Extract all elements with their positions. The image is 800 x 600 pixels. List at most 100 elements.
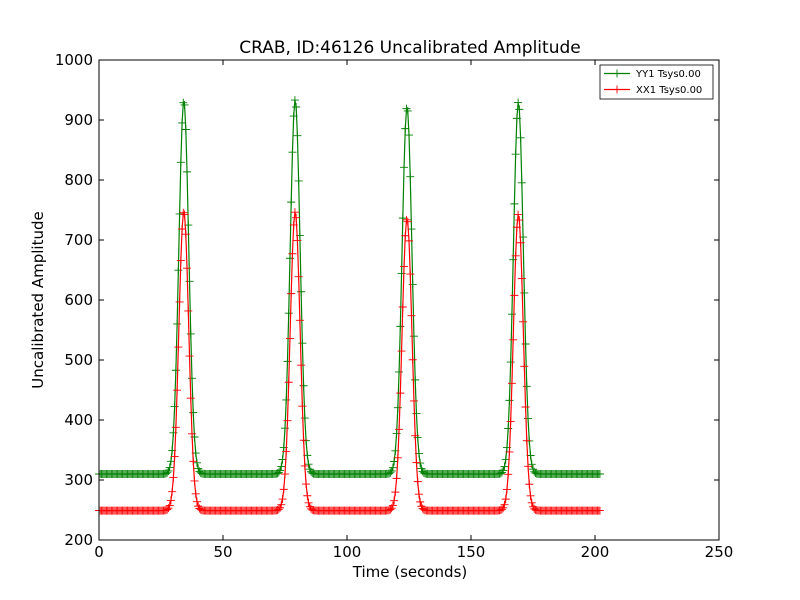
series-point bbox=[409, 332, 418, 341]
series-point bbox=[186, 329, 195, 338]
series-point bbox=[278, 455, 287, 464]
series-point bbox=[405, 131, 413, 140]
series-point bbox=[527, 460, 536, 469]
x-tick-label: 50 bbox=[213, 543, 232, 561]
series-point bbox=[411, 431, 420, 440]
series-point bbox=[517, 178, 526, 187]
series-point bbox=[395, 367, 404, 376]
x-tick-label: 150 bbox=[457, 543, 486, 561]
series-point bbox=[175, 209, 184, 218]
series-point bbox=[284, 309, 293, 318]
series-point bbox=[524, 462, 533, 471]
series-point bbox=[283, 416, 292, 425]
series-point bbox=[414, 490, 423, 499]
series-point bbox=[524, 414, 533, 423]
series-point bbox=[299, 381, 308, 390]
y-tick-label: 800 bbox=[64, 171, 93, 189]
y-tick-label: 300 bbox=[64, 471, 93, 489]
series-point bbox=[287, 198, 296, 207]
series-point bbox=[406, 270, 415, 279]
series-point bbox=[181, 125, 190, 134]
series-point bbox=[281, 470, 289, 479]
series-point bbox=[511, 150, 520, 159]
series-point bbox=[511, 251, 520, 260]
series-point bbox=[522, 382, 531, 391]
series-point bbox=[279, 485, 288, 494]
legend-entry: YY1 Tsys0.00 bbox=[604, 69, 701, 80]
series-point bbox=[277, 500, 286, 509]
series-point bbox=[165, 501, 174, 510]
series-point bbox=[277, 462, 286, 471]
series-point bbox=[401, 231, 410, 240]
series-point bbox=[298, 339, 307, 348]
series-point bbox=[183, 167, 192, 176]
series-point bbox=[403, 106, 412, 115]
series-point bbox=[184, 306, 193, 315]
series-point bbox=[387, 466, 396, 475]
series-point bbox=[165, 463, 174, 472]
series-point bbox=[283, 357, 292, 366]
series-point bbox=[521, 339, 530, 348]
series-point bbox=[397, 347, 406, 356]
series-point bbox=[517, 274, 526, 283]
series-point bbox=[595, 506, 604, 515]
series-point bbox=[401, 124, 410, 133]
x-tick-label: 200 bbox=[581, 543, 610, 561]
series-point bbox=[302, 480, 311, 489]
series-point bbox=[400, 262, 409, 271]
series-point bbox=[176, 256, 185, 265]
series-point bbox=[178, 118, 187, 127]
series-point bbox=[390, 457, 399, 466]
series-point bbox=[398, 302, 407, 311]
series-point bbox=[393, 403, 402, 412]
legend-label: YY1 Tsys0.00 bbox=[635, 69, 701, 80]
series-point bbox=[498, 505, 506, 514]
y-tick-label: 900 bbox=[64, 111, 93, 129]
series-point bbox=[171, 423, 180, 432]
series-point bbox=[192, 458, 201, 467]
series-point bbox=[303, 491, 312, 500]
y-tick-label: 1000 bbox=[55, 51, 93, 69]
series-point bbox=[180, 100, 189, 109]
series-point bbox=[175, 297, 184, 306]
series-point bbox=[295, 316, 304, 325]
legend-box bbox=[599, 64, 714, 100]
series-point bbox=[170, 402, 179, 411]
series-point bbox=[515, 216, 524, 225]
series-point bbox=[292, 213, 301, 222]
series-point bbox=[294, 176, 303, 185]
series-point bbox=[499, 466, 508, 475]
series-1 bbox=[95, 208, 604, 515]
series-point bbox=[510, 199, 519, 208]
series-point bbox=[500, 500, 509, 509]
series-point bbox=[188, 374, 196, 383]
series-point bbox=[176, 158, 185, 167]
series-point bbox=[166, 457, 175, 466]
series-point bbox=[274, 505, 283, 514]
x-tick-label: 250 bbox=[705, 543, 734, 561]
series-point bbox=[290, 96, 299, 105]
legend: YY1 Tsys0.00 XX1 Tsys0.00 bbox=[599, 64, 714, 100]
series-point bbox=[396, 389, 405, 398]
series-point bbox=[288, 148, 297, 157]
x-tick-label: 100 bbox=[333, 543, 362, 561]
series-point bbox=[276, 466, 285, 475]
series-point bbox=[189, 457, 198, 466]
series-point bbox=[284, 378, 293, 387]
series-point bbox=[173, 386, 182, 395]
series-point bbox=[278, 495, 287, 504]
series-point bbox=[293, 131, 302, 140]
series-point bbox=[164, 466, 173, 475]
legend-label: XX1 Tsys0.00 bbox=[636, 85, 702, 96]
series-point bbox=[163, 468, 172, 477]
y-tick-label: 600 bbox=[64, 291, 93, 309]
series-point bbox=[169, 473, 178, 482]
series-point bbox=[595, 470, 604, 478]
series-point bbox=[294, 272, 303, 281]
series-point bbox=[288, 249, 297, 258]
series-point bbox=[501, 495, 510, 504]
y-axis-label: Uncalibrated Amplitude bbox=[29, 211, 47, 388]
series-point bbox=[189, 408, 198, 417]
